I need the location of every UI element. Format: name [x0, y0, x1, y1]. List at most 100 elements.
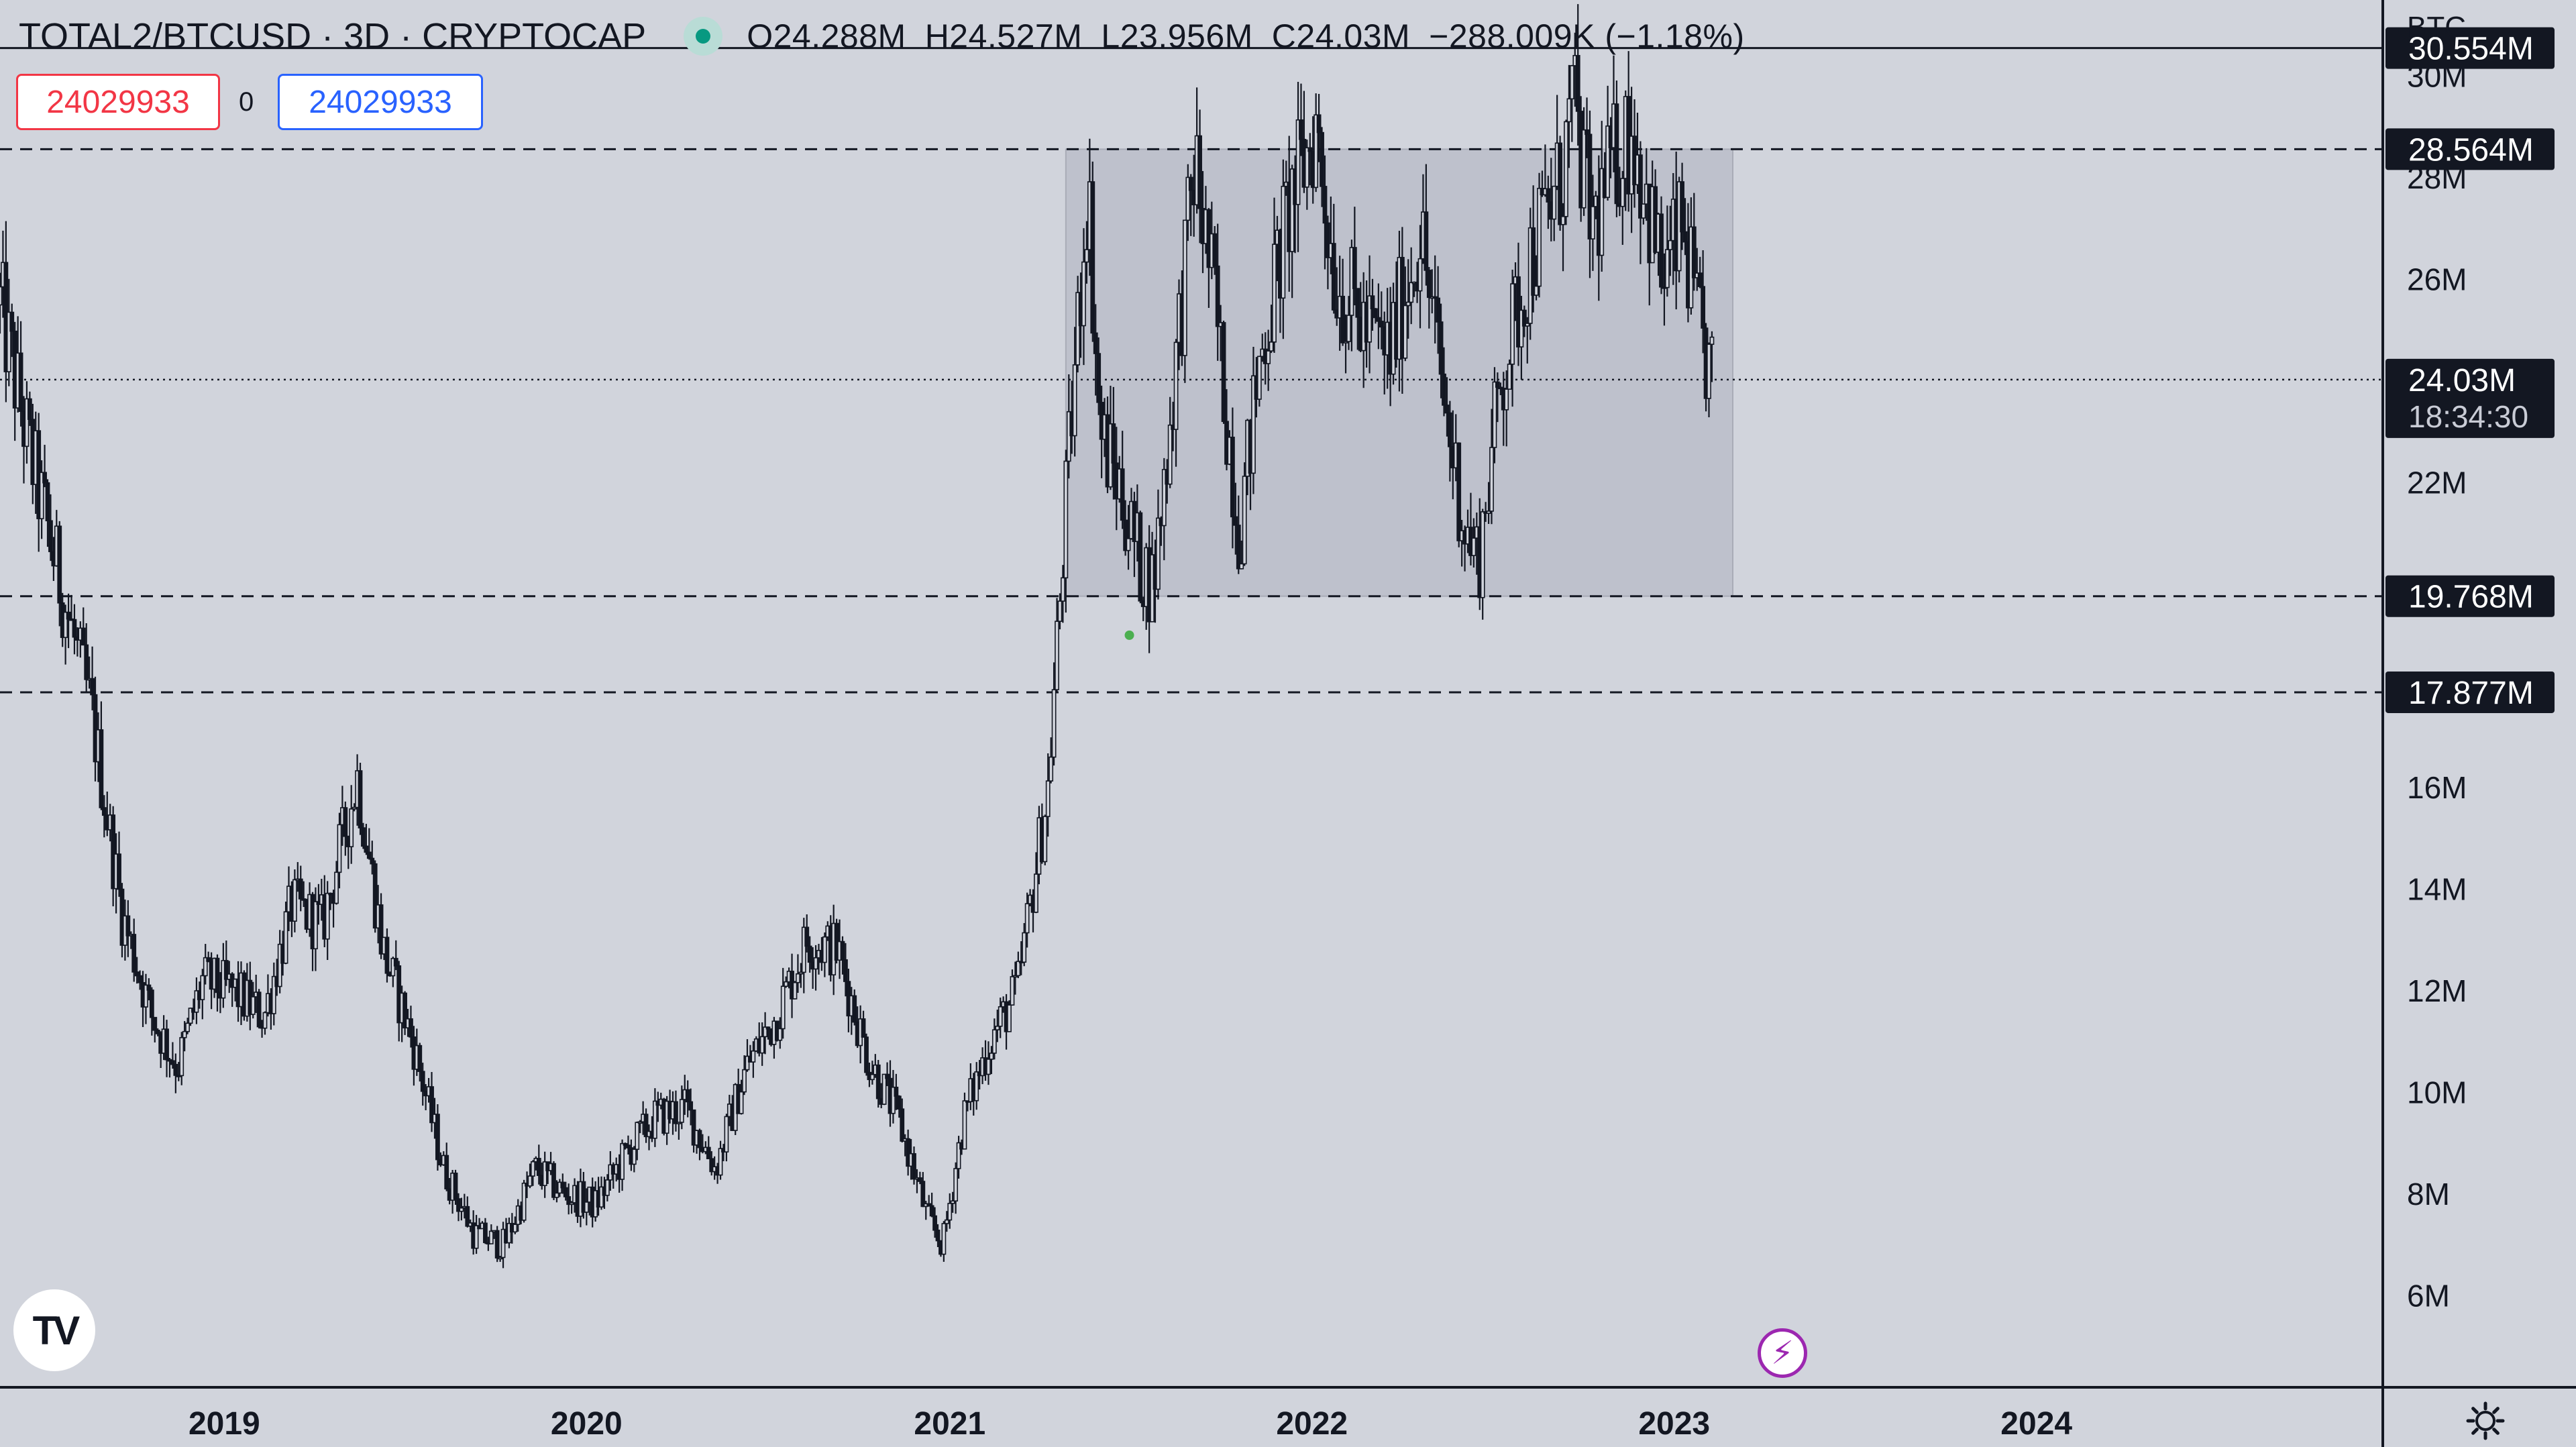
candle-body: [1051, 689, 1057, 758]
lightning-icon[interactable]: ⚡: [1758, 1328, 1807, 1378]
candle-body: [1510, 283, 1515, 365]
candle-body: [1010, 976, 1015, 1006]
candle-body: [1343, 341, 1348, 343]
candle-body: [506, 1222, 512, 1244]
close-value: C24.03M: [1271, 17, 1411, 55]
candle-body: [1272, 244, 1277, 343]
candle-body: [804, 926, 810, 947]
candle-body: [765, 1026, 771, 1030]
candle-body: [24, 398, 30, 447]
settings-gear-icon[interactable]: [2463, 1399, 2508, 1443]
candle-body: [298, 878, 303, 900]
candle-body: [875, 1064, 881, 1100]
candle-body: [1081, 261, 1086, 327]
candle-body: [138, 975, 142, 983]
candle-body: [1161, 469, 1167, 527]
candle-body: [643, 1114, 649, 1138]
y-tick-label: 6M: [2407, 1279, 2450, 1314]
candle-body: [99, 729, 104, 808]
candle-body: [1525, 323, 1530, 327]
candle-body: [1045, 780, 1051, 817]
candle-body: [796, 973, 800, 983]
candle-body: [111, 814, 116, 890]
candle-body: [417, 1044, 423, 1072]
candle-body: [986, 1059, 991, 1075]
price-label-text: 28.564M: [2408, 132, 2534, 168]
candle-body: [1007, 1004, 1012, 1032]
candle-body: [125, 915, 131, 936]
candle-body: [739, 1091, 744, 1114]
candle-body: [1316, 114, 1322, 133]
candle-body: [813, 957, 818, 970]
candle-body: [101, 807, 107, 816]
candle-body: [131, 934, 137, 973]
candle-body: [1585, 129, 1589, 136]
candle-body: [1537, 188, 1542, 287]
candle-body: [513, 1224, 518, 1233]
candle-body: [372, 863, 378, 929]
candle-body: [1024, 903, 1030, 934]
candle-body: [39, 472, 44, 519]
candle-body: [1659, 213, 1664, 288]
candle-body: [1456, 442, 1462, 541]
x-tick-label: 2021: [914, 1406, 985, 1442]
candle-body: [1424, 211, 1429, 271]
candle-body: [1504, 388, 1509, 411]
candle-body: [584, 1201, 589, 1213]
candle-body: [1480, 511, 1485, 598]
candle-body: [393, 957, 398, 967]
candle-body: [352, 806, 357, 810]
x-tick-label: 2019: [189, 1406, 260, 1442]
candle-body: [1352, 247, 1357, 289]
tradingview-logo-icon[interactable]: TV: [13, 1289, 95, 1371]
candle-body: [370, 857, 375, 865]
candle-body: [194, 990, 199, 1013]
candle-body: [935, 1230, 941, 1242]
candle-body: [706, 1146, 711, 1159]
candle-body: [84, 644, 89, 680]
candle-body: [1197, 135, 1202, 209]
symbol-title[interactable]: TOTAL2/BTCUSD · 3D · CRYPTOCAP: [19, 16, 647, 56]
open-value: O24.288M: [747, 17, 906, 55]
change-value: −288.009K (−1.18%): [1429, 17, 1745, 55]
candle-body: [1707, 343, 1711, 399]
price-labels: 30.554M 28.564M 19.768M 17.877M 24.03M18:34:…: [2385, 27, 2555, 713]
candle-body: [759, 1036, 765, 1054]
candle-body: [745, 1055, 750, 1071]
candle-body: [891, 1086, 896, 1114]
candle-body: [1269, 341, 1274, 352]
candle-body: [277, 943, 282, 987]
candle-body: [652, 1100, 657, 1139]
candle-body: [763, 1026, 768, 1038]
candle-body: [623, 1142, 628, 1146]
price-label-box: [2385, 575, 2555, 617]
buy-button[interactable]: 24029933: [278, 74, 483, 130]
candle-body: [780, 985, 786, 1030]
candle-body: [620, 1142, 625, 1180]
candle-body: [358, 770, 363, 828]
candle-body: [1638, 154, 1643, 219]
candle-body: [182, 1030, 187, 1038]
candle-body: [144, 984, 148, 1008]
candle-body: [1379, 321, 1384, 328]
candle-body: [1061, 577, 1065, 602]
candle-body: [1552, 185, 1557, 220]
candle-body: [1111, 423, 1116, 464]
axis-unit-label[interactable]: BTC: [2407, 11, 2466, 44]
ohlc-readout: O24.288M H24.527M L23.956M C24.03M −288.…: [747, 17, 1744, 56]
candle-body: [152, 1016, 158, 1031]
candle-body: [1436, 297, 1441, 323]
candle-body: [18, 352, 23, 412]
candle-body: [1614, 103, 1619, 205]
candle-body: [1313, 114, 1319, 189]
candle-body: [1066, 411, 1071, 462]
signal-marker: [1124, 630, 1134, 640]
candle-body: [956, 1142, 961, 1169]
sell-button[interactable]: 24029933: [16, 74, 220, 130]
candle-body: [1560, 215, 1566, 225]
candle-body: [1233, 516, 1238, 526]
quantity-value[interactable]: 0: [239, 87, 254, 117]
candle-body: [256, 992, 262, 1028]
candle-body: [941, 1223, 947, 1255]
